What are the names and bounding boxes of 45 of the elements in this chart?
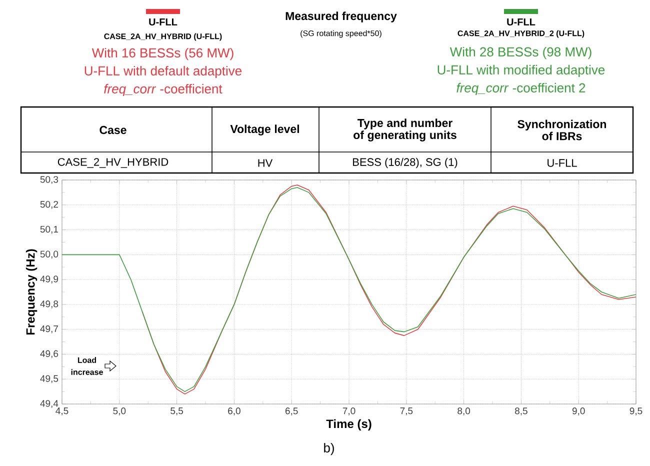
text: (SG rotating speed*50): [300, 30, 382, 38]
text: With 16 BESSs (56 MW): [92, 48, 234, 60]
y-tick-label: 49,5: [40, 375, 58, 384]
x-tick-label: 8,0: [458, 408, 470, 416]
y-tick-label: 49,7: [40, 325, 58, 334]
x-tick-label: 7,0: [342, 408, 356, 416]
x-tick-label: 4,5: [56, 408, 68, 416]
text: HV: [258, 159, 273, 167]
y-tick-label: 49,4: [40, 400, 58, 408]
y-tick-label: 49,8: [40, 300, 58, 308]
text: U-FLL with default adaptive: [84, 66, 242, 78]
x-tick-label: 9,5: [630, 408, 642, 416]
y-tick-label: 50,0: [40, 250, 58, 259]
text: b): [324, 442, 334, 456]
text: Case: [100, 126, 126, 134]
text: Type and number of generating units: [354, 118, 456, 142]
x-tick-label: 6,5: [285, 408, 298, 416]
legend-label: U-FLL: [507, 18, 536, 26]
x-tick-label: 5,0: [113, 408, 126, 416]
text: With 28 BESSs (98 MW): [450, 46, 592, 60]
text: freq_corr -coefficient 2: [456, 82, 586, 96]
x-tick-label: 9,0: [572, 408, 585, 416]
text: Voltage level: [230, 124, 299, 136]
text: U-FLL: [548, 159, 577, 167]
text: BESS (16/28), SG (1): [353, 158, 458, 168]
y-tick-label: 50,3: [40, 176, 58, 184]
text: CASE_2A_HV_HYBRID (U-FLL): [104, 33, 222, 41]
x-tick-label: 5,5: [170, 408, 184, 416]
legend-label: U-FLL: [149, 18, 178, 26]
text: CASE_2A_HV_HYBRID_2 (U-FLL): [458, 30, 584, 38]
y-axis-title: Frequency (Hz): [26, 249, 38, 335]
text: CASE_2_HV_HYBRID: [58, 158, 168, 168]
text: Measured frequency: [286, 12, 397, 22]
x-tick-label: 8,5: [515, 408, 528, 416]
x-axis-title: Time (s): [326, 419, 372, 430]
annotation: Load increase: [71, 357, 103, 375]
text: U-FLL with modified adaptive: [438, 64, 605, 78]
x-tick-label: 6,0: [228, 408, 240, 416]
text: freq_corr -coefficient: [104, 84, 222, 96]
y-tick-label: 50,2: [40, 200, 58, 209]
x-tick-label: 7,5: [400, 408, 413, 416]
y-tick-label: 49,9: [40, 276, 58, 284]
y-tick-label: 49,6: [40, 350, 58, 358]
text: Synchronization of IBRs: [518, 120, 606, 140]
y-tick-label: 50,1: [40, 226, 58, 234]
